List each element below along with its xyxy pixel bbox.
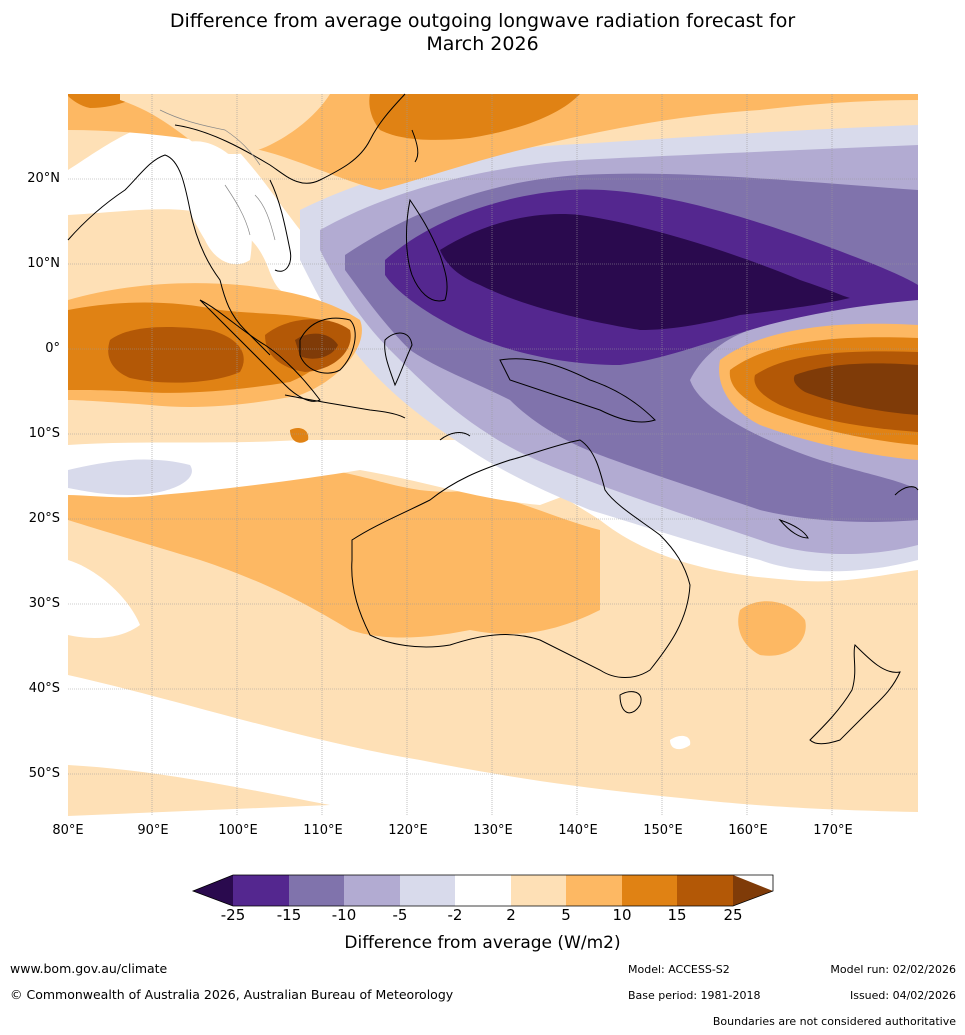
coast-fiji <box>894 486 919 496</box>
lon-label-160e: 160°E <box>728 823 768 838</box>
graticule <box>68 94 918 816</box>
title-line-1: Difference from average outgoing longwav… <box>169 10 796 32</box>
colorbar-tick: 2 <box>506 906 516 924</box>
lat-label-0: 0° <box>45 341 60 356</box>
lat-label-40s: 40°S <box>28 681 60 696</box>
model-text: Model: ACCESS-S2 <box>628 963 730 976</box>
colorbar-swatch-5-10 <box>566 875 622 906</box>
lat-label-20s: 20°S <box>28 511 60 526</box>
colorbar-tick: -5 <box>392 906 408 924</box>
coast-sumatra <box>199 299 321 402</box>
coast-sulawesi <box>384 332 413 387</box>
lat-label-20n: 20°N <box>27 171 60 186</box>
anomaly-fill-gt25-sumatra <box>295 333 338 359</box>
anomaly-field <box>68 94 918 816</box>
anomaly-fill-10-15-small <box>290 428 309 443</box>
colorbar-extend-high <box>733 875 773 906</box>
border-china-indochina <box>159 109 261 166</box>
colorbar-swatch-neg25-neg15 <box>233 875 289 906</box>
colorbar-tick: -2 <box>447 906 463 924</box>
lon-label-80e: 80°E <box>52 823 84 838</box>
anomaly-fill-neutral-south <box>68 440 580 505</box>
border-laos <box>254 194 276 241</box>
anomaly-fill-5-10-tasman <box>738 601 806 656</box>
coastlines <box>67 93 919 745</box>
colorbar-tick: 5 <box>561 906 571 924</box>
anomaly-fill-lt-neg25 <box>440 214 850 330</box>
coast-new-guinea <box>499 358 656 423</box>
lon-label-100e: 100°E <box>218 823 258 838</box>
colorbar-swatch-neg2-2 <box>455 875 511 906</box>
lon-label-170e: 170°E <box>813 823 853 838</box>
colorbar-tick: -10 <box>331 906 357 924</box>
lat-label-50s: 50°S <box>28 766 60 781</box>
lon-label-130e: 130°E <box>473 823 513 838</box>
coast-vietnam <box>269 179 292 272</box>
colorbar-tick: -25 <box>220 906 246 924</box>
coast-philippines <box>405 198 448 302</box>
disclaimer-text: Boundaries are not considered authoritat… <box>712 1015 956 1028</box>
lat-label-10n: 10°N <box>27 256 60 271</box>
anomaly-fill-5-10-australia <box>68 469 600 638</box>
colorbar-swatch-neg15-neg10 <box>289 875 344 906</box>
lat-label-10s: 10°S <box>28 426 60 441</box>
lon-label-120e: 120°E <box>388 823 428 838</box>
border-thailand <box>224 184 251 236</box>
lat-label-30s: 30°S <box>28 596 60 611</box>
model-run-text: Model run: 02/02/2026 <box>830 963 956 976</box>
issued-text: Issued: 04/02/2026 <box>849 989 956 1002</box>
coast-new-zealand <box>809 644 901 745</box>
anomaly-fill-neutral-small <box>670 735 691 750</box>
anomaly-fill-gt25-pacific <box>793 363 918 415</box>
colorbar-tick: 25 <box>723 906 743 924</box>
coast-tasmania <box>619 691 642 714</box>
title-line-2: March 2026 <box>426 33 539 55</box>
anomaly-fill-neg2-neg5-west <box>68 459 192 495</box>
lon-label-90e: 90°E <box>137 823 169 838</box>
country-borders <box>159 109 276 241</box>
colorbar-outline <box>191 874 774 907</box>
colorbar-tick: 10 <box>612 906 632 924</box>
colorbar-swatch-15-25 <box>677 875 733 906</box>
colorbar-tick: -15 <box>276 906 302 924</box>
ocean-map <box>67 93 919 816</box>
coast-new-caledonia <box>778 518 809 539</box>
colorbar-label: Difference from average (W/m2) <box>344 933 621 953</box>
coast-australia <box>351 439 691 678</box>
colorbar-swatch-10-15 <box>622 875 677 906</box>
colorbar-swatch-2-5 <box>511 875 566 906</box>
anomaly-fill-2-5-north <box>120 94 330 155</box>
lon-label-150e: 150°E <box>643 823 683 838</box>
coast-india-indochina-west <box>67 154 271 356</box>
website-link[interactable]: www.bom.gov.au/climate <box>10 961 168 976</box>
coast-borneo <box>299 317 356 374</box>
coast-china-south <box>174 93 406 184</box>
colorbar-extend-low <box>193 875 233 906</box>
anomaly-fill-neutral-southern-ocean <box>68 675 918 816</box>
coast-timor <box>439 432 471 441</box>
coast-java <box>284 394 406 419</box>
anomaly-fill-2-5-far-south <box>68 765 330 816</box>
coast-taiwan <box>411 129 419 163</box>
anomaly-fill-neutral-indochina <box>170 141 252 265</box>
lon-label-110e: 110°E <box>303 823 343 838</box>
anomaly-fill-10-15-china <box>369 94 580 140</box>
anomaly-fill-neutral-southwest <box>68 560 140 638</box>
colorbar-swatch-neg10-neg5 <box>344 875 400 906</box>
colorbar-tick: 15 <box>667 906 687 924</box>
lon-label-140e: 140°E <box>558 823 598 838</box>
anomaly-fill-15-25-indian <box>108 327 244 383</box>
base-period-text: Base period: 1981-2018 <box>628 989 761 1002</box>
colorbar-swatch-neg5-neg2 <box>400 875 455 906</box>
map-title: Difference from average outgoing longwav… <box>0 10 965 56</box>
copyright-text: © Commonwealth of Australia 2026, Austra… <box>10 987 454 1002</box>
